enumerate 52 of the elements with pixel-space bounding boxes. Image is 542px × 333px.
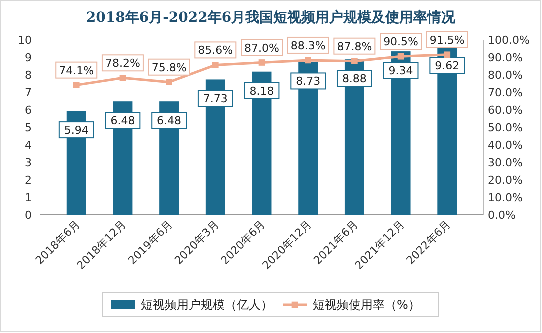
y2-tick-label: 10.0% (488, 192, 523, 204)
y-tick-label: 1 (25, 192, 32, 204)
y-tick-label: 3 (25, 156, 32, 170)
point (444, 52, 451, 58)
point (258, 60, 266, 66)
data-label: 75.8% (152, 61, 187, 74)
legend-label: 短视频使用率（%） (313, 298, 420, 312)
data-label: 8.73 (296, 75, 321, 88)
data-label: 8.88 (342, 72, 367, 86)
data-label: 74.1% (59, 64, 94, 78)
point (166, 79, 172, 86)
y2-tick-label: 0.0% (488, 209, 516, 222)
data-label: 90.5% (384, 36, 419, 49)
data-label: 9.62 (435, 60, 460, 73)
y2-tick-label: 70.0% (488, 86, 523, 100)
chart-title: 2018年6月-2022年6月我国短视频用户规模及使用率情况 (86, 9, 457, 26)
data-label: 88.3% (290, 39, 326, 52)
data-label: 6.48 (110, 114, 136, 128)
data-label: 8.18 (250, 84, 274, 98)
y2-tick-label: 90.0% (488, 52, 523, 64)
data-label: 7.73 (203, 92, 228, 106)
data-label: 78.2% (105, 57, 140, 70)
y2-tick-label: 100.0% (488, 34, 530, 47)
y-tick-label: 5 (25, 122, 32, 134)
point (352, 58, 358, 65)
y-tick-label: 8 (25, 69, 32, 82)
y2-tick-label: 50.0% (488, 122, 523, 134)
data-label: 85.6% (198, 44, 234, 58)
y2-tick-label: 30.0% (488, 156, 523, 170)
legend-label: 短视频用户规模（亿人） (141, 298, 273, 312)
data-label: 87.8% (337, 40, 372, 54)
y-tick-label: 0 (25, 209, 32, 222)
data-label: 5.94 (64, 124, 89, 138)
y2-tick-label: 60.0% (488, 104, 523, 117)
data-label: 87.0% (244, 42, 280, 55)
point (398, 53, 404, 60)
data-label: 91.5% (430, 34, 465, 47)
point (305, 57, 312, 64)
y2-tick-label: 40.0% (488, 139, 523, 152)
y-tick-label: 10 (18, 34, 32, 47)
y2-tick-label: 80.0% (488, 69, 523, 82)
data-label: 9.34 (388, 64, 414, 78)
y-tick-label: 6 (25, 104, 32, 117)
y-tick-label: 9 (25, 52, 32, 64)
point (120, 74, 126, 82)
y2-tick-label: 20.0% (488, 174, 523, 187)
data-label: 6.48 (157, 114, 182, 128)
y-tick-label: 4 (25, 139, 32, 152)
y-tick-label: 2 (25, 174, 32, 187)
point (212, 62, 219, 68)
y-tick-label: 7 (25, 86, 32, 100)
point (73, 82, 80, 88)
